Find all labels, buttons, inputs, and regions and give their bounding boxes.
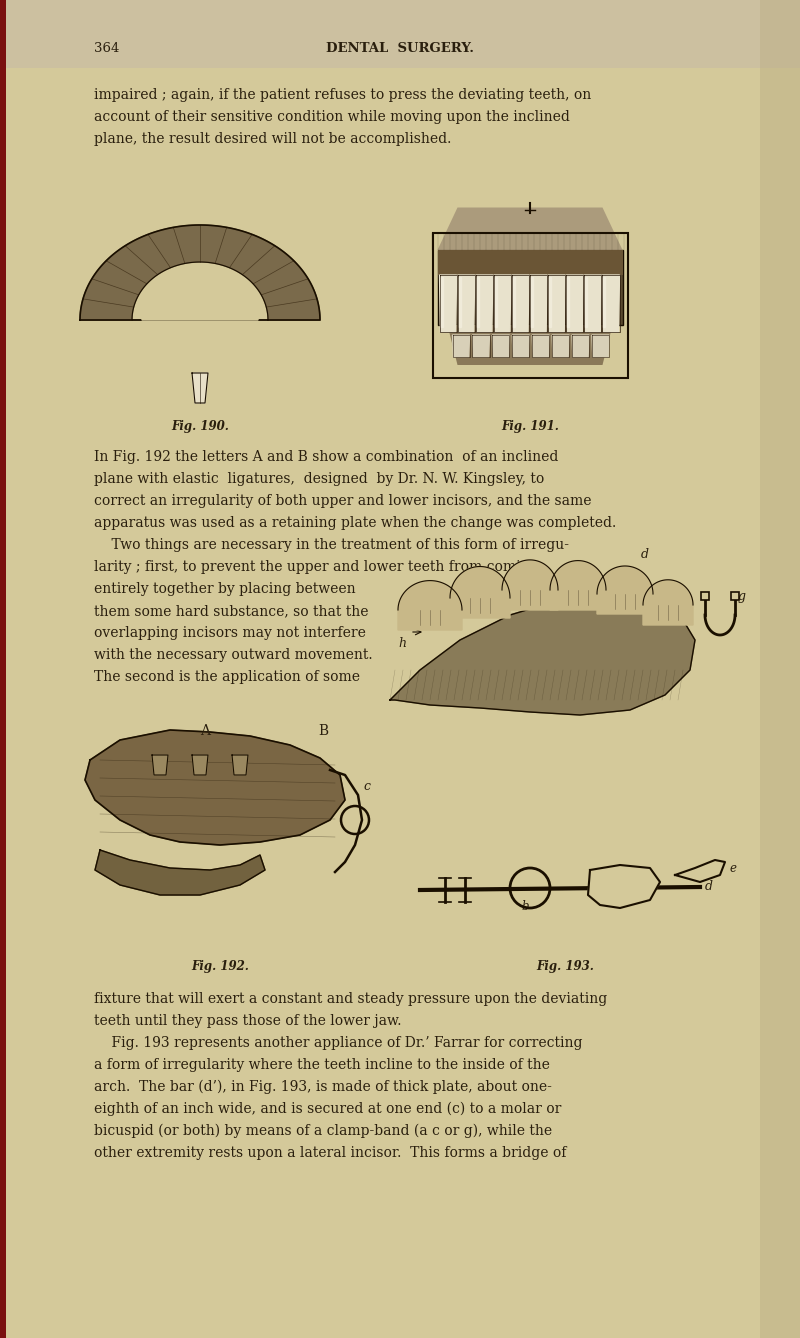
Text: overlapping incisors may not interfere: overlapping incisors may not interfere — [94, 626, 366, 640]
Text: arch.  The bar (d’), in Fig. 193, is made of thick plate, about one-: arch. The bar (d’), in Fig. 193, is made… — [94, 1080, 552, 1094]
Text: a form of irregularity where the teeth incline to the inside of the: a form of irregularity where the teeth i… — [94, 1058, 550, 1072]
Polygon shape — [643, 579, 693, 625]
Polygon shape — [532, 334, 550, 357]
Text: with the necessary outward movement.: with the necessary outward movement. — [94, 648, 373, 662]
Polygon shape — [531, 277, 533, 326]
Polygon shape — [458, 276, 474, 332]
Text: A: A — [200, 724, 210, 739]
Polygon shape — [80, 225, 320, 320]
Polygon shape — [438, 250, 622, 325]
Text: eighth of an inch wide, and is secured at one end (c) to a molar or: eighth of an inch wide, and is secured a… — [94, 1103, 562, 1116]
Text: plane, the result desired will not be accomplished.: plane, the result desired will not be ac… — [94, 132, 452, 146]
Polygon shape — [95, 850, 265, 895]
Polygon shape — [494, 277, 497, 326]
Polygon shape — [512, 334, 530, 357]
Polygon shape — [441, 277, 442, 326]
Polygon shape — [447, 325, 613, 365]
Polygon shape — [439, 276, 457, 332]
Polygon shape — [390, 598, 695, 714]
Polygon shape — [552, 334, 569, 357]
Text: Fig. 190.: Fig. 190. — [171, 420, 229, 434]
Text: impaired ; again, if the patient refuses to press the deviating teeth, on: impaired ; again, if the patient refuses… — [94, 88, 592, 102]
Polygon shape — [450, 566, 510, 618]
Polygon shape — [597, 566, 653, 614]
Polygon shape — [192, 373, 208, 403]
Polygon shape — [602, 276, 619, 332]
Text: Fig. 191.: Fig. 191. — [501, 420, 559, 434]
Polygon shape — [572, 334, 589, 357]
Text: account of their sensitive condition while moving upon the inclined: account of their sensitive condition whi… — [94, 110, 570, 124]
Polygon shape — [603, 277, 606, 326]
Text: c: c — [363, 780, 370, 793]
Polygon shape — [592, 334, 609, 357]
Polygon shape — [548, 276, 565, 332]
Polygon shape — [512, 276, 529, 332]
Text: Fig. 193.: Fig. 193. — [536, 959, 594, 973]
Polygon shape — [494, 276, 511, 332]
Text: correct an irregularity of both upper and lower incisors, and the same: correct an irregularity of both upper an… — [94, 494, 592, 508]
Text: bicuspid (or both) by means of a clamp-band (a c or g), while the: bicuspid (or both) by means of a clamp-b… — [94, 1124, 553, 1139]
Text: teeth until they pass those of the lower jaw.: teeth until they pass those of the lower… — [94, 1014, 402, 1028]
Text: The second is the application of some: The second is the application of some — [94, 670, 360, 684]
Bar — [760, 0, 800, 1338]
Text: Two things are necessary in the treatment of this form of irregu-: Two things are necessary in the treatmen… — [94, 538, 570, 553]
Polygon shape — [584, 276, 602, 332]
Text: h: h — [398, 637, 406, 650]
Polygon shape — [476, 276, 493, 332]
Text: plane with elastic  ligatures,  designed  by Dr. N. W. Kingsley, to: plane with elastic ligatures, designed b… — [94, 472, 545, 486]
Text: e: e — [730, 862, 737, 875]
Text: fixture that will exert a constant and steady pressure upon the deviating: fixture that will exert a constant and s… — [94, 991, 608, 1006]
Polygon shape — [567, 277, 570, 326]
Text: apparatus was used as a retaining plate when the change was completed.: apparatus was used as a retaining plate … — [94, 516, 617, 530]
Polygon shape — [549, 277, 551, 326]
Polygon shape — [586, 277, 587, 326]
Text: d: d — [641, 549, 649, 561]
Text: larity ; first, to prevent the upper and lower teeth from coming: larity ; first, to prevent the upper and… — [94, 561, 539, 574]
Polygon shape — [142, 270, 258, 320]
Polygon shape — [477, 277, 478, 326]
Polygon shape — [453, 334, 470, 357]
Polygon shape — [398, 581, 462, 630]
Text: 364: 364 — [94, 41, 120, 55]
Polygon shape — [192, 755, 208, 775]
Polygon shape — [588, 864, 660, 909]
Polygon shape — [492, 334, 510, 357]
Text: them some hard substance, so that the: them some hard substance, so that the — [94, 603, 369, 618]
Text: a: a — [616, 879, 623, 892]
Text: In Fig. 192 the letters A and B show a combination  of an inclined: In Fig. 192 the letters A and B show a c… — [94, 450, 558, 464]
Text: DENTAL  SURGERY.: DENTAL SURGERY. — [326, 41, 474, 55]
Text: b: b — [522, 900, 530, 913]
Polygon shape — [85, 731, 345, 846]
Text: B: B — [318, 724, 328, 739]
Polygon shape — [566, 276, 583, 332]
Bar — [731, 591, 739, 599]
Bar — [701, 591, 709, 599]
Polygon shape — [675, 860, 725, 882]
Polygon shape — [513, 277, 515, 326]
Bar — [0, 0, 6, 1338]
Polygon shape — [550, 561, 606, 610]
Text: entirely together by placing between: entirely together by placing between — [94, 582, 356, 595]
Polygon shape — [502, 559, 558, 610]
Polygon shape — [438, 250, 622, 276]
Text: other extremity rests upon a lateral incisor.  This forms a bridge of: other extremity rests upon a lateral inc… — [94, 1147, 566, 1160]
Text: d: d — [705, 880, 713, 892]
Text: g: g — [738, 590, 746, 603]
Polygon shape — [458, 277, 461, 326]
Polygon shape — [473, 334, 490, 357]
Text: Fig. 193 represents another appliance of Dr.’ Farrar for correcting: Fig. 193 represents another appliance of… — [94, 1036, 583, 1050]
Bar — [0, 0, 800, 68]
Text: Fig. 192.: Fig. 192. — [191, 959, 249, 973]
Polygon shape — [530, 276, 547, 332]
Polygon shape — [152, 755, 168, 775]
Polygon shape — [438, 207, 622, 250]
Polygon shape — [232, 755, 248, 775]
